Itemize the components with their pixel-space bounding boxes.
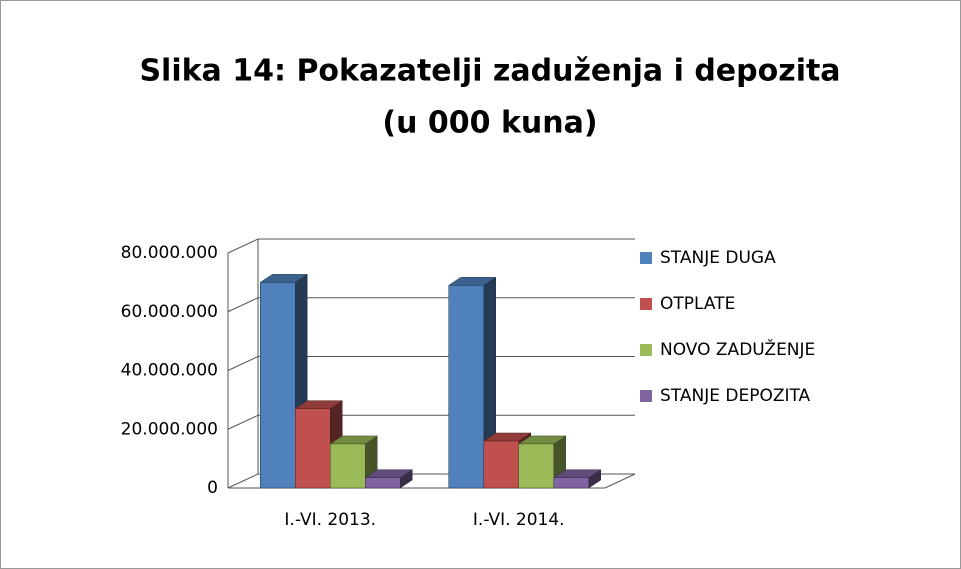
bar-front (330, 443, 366, 489)
bar-front (553, 477, 589, 489)
legend-swatch (640, 344, 652, 356)
chart-subtitle: (u 000 kuna) (382, 106, 597, 141)
legend-swatch (640, 252, 652, 264)
legend-label: OTPLATE (660, 294, 735, 314)
y-tick-label: 0 (207, 478, 218, 498)
bar-front (365, 477, 401, 489)
x-tick-label: I.-VI. 2013. (284, 510, 376, 530)
bar-front (483, 440, 519, 489)
bar (364, 469, 414, 489)
bar-front (295, 408, 331, 489)
legend-label: STANJE DEPOZITA (660, 386, 811, 406)
chart-title: Slika 14: Pokazatelji zaduženja i depozi… (139, 54, 840, 89)
bar-front (518, 443, 554, 489)
legend-swatch (640, 298, 652, 310)
legend-label: STANJE DUGA (660, 248, 776, 268)
legend-swatch (640, 390, 652, 402)
bar-front (260, 282, 296, 489)
y-tick-label: 80.000.000 (121, 243, 218, 263)
x-tick-label: I.-VI. 2014. (473, 510, 565, 530)
y-tick-label: 40.000.000 (121, 361, 218, 381)
y-tick-label: 20.000.000 (121, 419, 218, 439)
bar (552, 469, 602, 489)
bar-front (448, 285, 484, 489)
y-tick-label: 60.000.000 (121, 302, 218, 322)
legend-label: NOVO ZADUŽENJE (660, 338, 815, 360)
